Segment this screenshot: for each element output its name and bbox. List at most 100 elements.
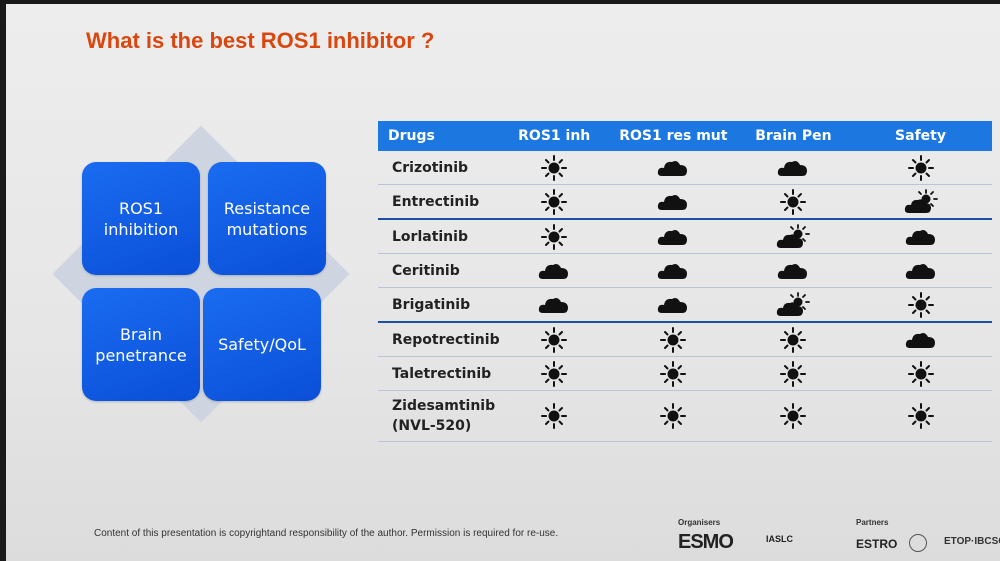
cloud-icon [656,160,690,176]
rating-cell [499,219,609,254]
sun-icon [537,403,571,429]
rating-cell [849,287,992,323]
sun-icon [776,403,810,429]
table-row: Zidesamtinib (NVL-520) [378,390,992,442]
sun-icon [904,360,938,387]
drug-name: Ceritinib [378,253,500,288]
rating-cell [608,219,738,254]
cloud-icon [904,229,938,245]
table-row: Ceritinib [378,253,992,288]
cloud-icon [904,263,938,279]
rating-cell [737,390,850,442]
esmo-logo: ESMO [678,531,734,553]
sun-icon [656,403,690,429]
cloud-icon [904,332,938,348]
header-ros1-inh: ROS1 inh [499,121,609,151]
rating-cell [737,287,850,323]
table-row: Taletrectinib [378,356,992,391]
rating-cell [499,151,609,185]
rating-cell [737,322,850,357]
rating-cell [608,151,738,185]
rating-cell [608,322,738,357]
sun-icon [904,403,938,429]
rating-cell [849,184,992,220]
table-row: Crizotinib [378,151,992,185]
cloud-icon [776,160,810,176]
cloud-icon [537,297,571,313]
sun-icon [776,188,810,215]
rating-cell [499,390,609,442]
header-drugs: Drugs [378,121,500,151]
rating-cell [608,390,738,442]
table-row: Brigatinib [378,287,992,323]
table-header-row: Drugs ROS1 inh ROS1 res mut Brain Pen Sa… [378,121,992,151]
sun-icon [656,326,690,353]
drug-name: Brigatinib [378,287,500,323]
sun-behind-cloud-icon [776,291,811,316]
drug-name: Entrectinib [378,184,500,220]
comparison-table: Drugs ROS1 inh ROS1 res mut Brain Pen Sa… [378,121,992,442]
etop-logo: ETOP·IBCSG [944,536,1000,547]
rating-cell [499,356,609,391]
rating-cell [608,287,738,323]
table-row: Repotrectinib [378,322,992,357]
rating-cell [608,356,738,391]
rating-cell [499,322,609,357]
quadrant-resistance-mutations: Resistance mutations [208,162,326,275]
rating-cell [608,253,738,288]
rating-cell [849,322,992,357]
partner-emblem-icon [909,534,927,552]
sun-icon [776,326,810,353]
rating-cell [737,356,850,391]
header-ros1-res-mut: ROS1 res mut [608,121,738,151]
sun-icon [904,291,938,318]
estro-logo: ESTRO [856,537,898,551]
rating-cell [499,253,609,288]
rating-cell [849,219,992,254]
drug-name: Zidesamtinib (NVL-520) [378,390,500,442]
cloud-icon [776,263,810,279]
drug-name: Repotrectinib [378,322,500,357]
iaslc-logo: IASLC [766,534,793,544]
drug-name: Lorlatinib [378,219,500,254]
sun-icon [904,154,938,181]
sun-icon [656,360,690,387]
organisers-label: Organisers [678,518,721,527]
rating-cell [737,253,850,288]
drug-name: Crizotinib [378,151,500,185]
cloud-icon [656,297,690,313]
quadrant-ros1-inhibition: ROS1 inhibition [82,162,200,275]
sun-behind-cloud-icon [904,188,938,213]
rating-cell [737,184,850,220]
partners-label: Partners [856,518,889,527]
sun-icon [537,188,571,215]
slide: What is the best ROS1 inhibitor ? ROS1 i… [6,4,1000,561]
table-row: Entrectinib [378,184,992,220]
copyright-footer: Content of this presentation is copyrigh… [94,528,559,539]
cloud-icon [537,263,571,279]
rating-cell [849,253,992,288]
cloud-icon [656,194,690,210]
cloud-icon [656,229,690,245]
rating-cell [849,151,992,185]
rating-cell [499,287,609,323]
rating-cell [608,184,738,220]
quadrant-safety-qol: Safety/QoL [203,288,321,401]
rating-cell [737,151,850,185]
header-safety: Safety [849,121,992,151]
rating-cell [849,390,992,442]
table-row: Lorlatinib [378,219,992,254]
header-brain-pen: Brain Pen [737,121,850,151]
cloud-icon [656,263,690,279]
sun-icon [537,223,571,250]
rating-cell [737,219,850,254]
sun-icon [537,154,571,181]
quadrant-brain-penetrance: Brain penetrance [82,288,200,401]
sun-behind-cloud-icon [776,223,811,248]
sun-icon [537,360,571,387]
sun-icon [776,360,810,387]
rating-cell [499,184,609,220]
slide-title: What is the best ROS1 inhibitor ? [86,28,435,53]
rating-cell [849,356,992,391]
sun-icon [537,326,571,353]
